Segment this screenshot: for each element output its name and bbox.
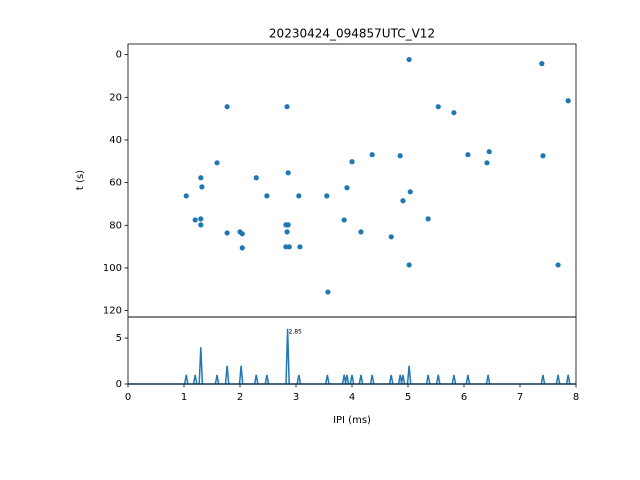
point: [224, 104, 230, 110]
point: [284, 104, 290, 110]
point: [451, 110, 457, 116]
point: [253, 175, 259, 181]
point: [400, 198, 406, 204]
y-tick-label: 120: [103, 306, 122, 317]
y-tick-label: 5: [116, 333, 122, 344]
x-axis-label: IPI (ms): [333, 415, 371, 426]
point: [565, 98, 571, 104]
point: [285, 170, 291, 176]
y-tick-label: 80: [109, 220, 122, 231]
point: [344, 185, 350, 191]
point: [284, 229, 290, 235]
x-tick-label: 7: [517, 392, 523, 403]
spike: [400, 374, 406, 385]
point: [407, 189, 413, 195]
point: [341, 217, 347, 223]
point: [286, 244, 292, 250]
point: [325, 289, 331, 295]
annotation: 2.85: [289, 328, 303, 335]
spike: [296, 374, 302, 385]
spike: [565, 374, 571, 385]
x-tick-label: 4: [349, 392, 355, 403]
spike: [238, 365, 244, 385]
x-tick-label: 3: [293, 392, 299, 403]
axes-frame: [127, 43, 577, 318]
spike: [285, 328, 290, 385]
point: [358, 229, 364, 235]
spike: [388, 374, 394, 385]
chart-title: 20230424_094857UTC_V12: [269, 27, 435, 41]
spike: [183, 374, 189, 385]
point: [425, 216, 431, 222]
spike: [465, 374, 471, 385]
x-tick-label: 1: [181, 392, 187, 403]
point: [397, 153, 403, 159]
spike: [369, 374, 375, 385]
point: [285, 222, 291, 228]
point: [239, 231, 245, 237]
y-axis-label: t (s): [75, 170, 86, 190]
point: [484, 160, 490, 166]
point: [435, 104, 441, 110]
point: [540, 153, 546, 159]
point: [406, 56, 412, 63]
point: [369, 152, 375, 158]
spike: [214, 374, 220, 385]
axes-frame: [127, 316, 577, 385]
point: [198, 216, 204, 222]
x-tick-label: 5: [405, 392, 411, 403]
point: [198, 222, 204, 228]
x-tick-label: 0: [125, 392, 131, 403]
spike: [451, 374, 457, 385]
spike: [555, 374, 561, 385]
point: [465, 152, 471, 158]
point: [388, 234, 394, 240]
point: [239, 245, 245, 251]
x-tick-label: 8: [573, 392, 579, 403]
point: [224, 230, 230, 236]
spike: [406, 365, 412, 385]
point: [349, 159, 355, 165]
point: [555, 262, 561, 268]
spike: [485, 374, 491, 385]
point: [324, 193, 330, 199]
point: [406, 262, 412, 268]
point: [297, 244, 303, 250]
y-tick-label: 0: [116, 379, 122, 390]
y-tick-label: 20: [109, 92, 122, 103]
y-tick-label: 100: [103, 263, 122, 274]
point: [264, 193, 270, 199]
spike: [435, 374, 441, 385]
spike: [349, 374, 355, 385]
y-tick-label: 0: [116, 50, 122, 61]
spike: [224, 365, 230, 385]
spike: [198, 347, 204, 385]
y-tick-label: 40: [109, 135, 122, 146]
spike: [425, 374, 431, 385]
spike: [325, 374, 330, 385]
point: [214, 160, 220, 166]
point: [486, 149, 492, 155]
spike: [540, 374, 546, 385]
spike: [264, 374, 270, 385]
point: [539, 61, 545, 67]
point: [183, 193, 189, 199]
point: [199, 184, 205, 190]
y-tick-label: 60: [109, 178, 122, 189]
x-tick-label: 2: [237, 392, 243, 403]
spike: [344, 374, 350, 385]
x-tick-label: 6: [461, 392, 467, 403]
spike: [192, 374, 198, 385]
point: [192, 217, 198, 223]
spike: [253, 374, 259, 385]
spike: [358, 374, 364, 385]
point: [296, 193, 302, 199]
point: [198, 175, 204, 181]
